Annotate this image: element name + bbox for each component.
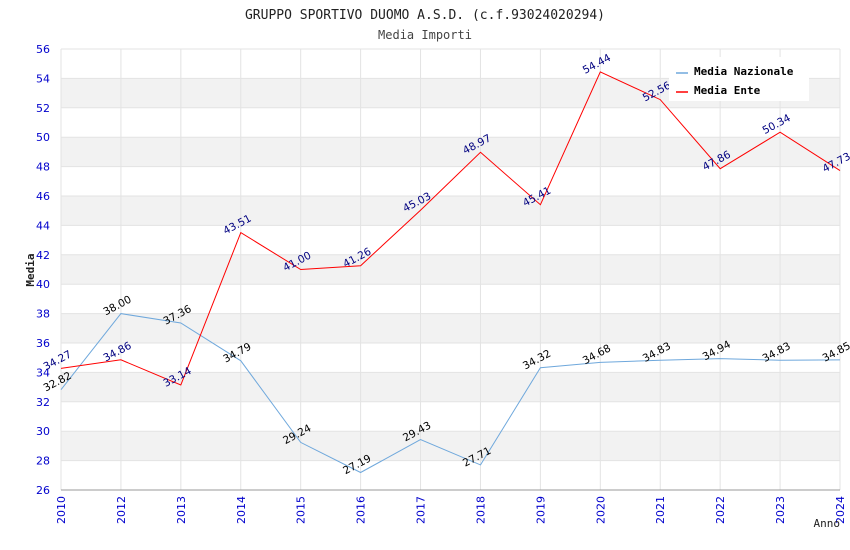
legend-box bbox=[669, 57, 809, 101]
grid-band bbox=[61, 372, 840, 402]
x-tick-label: 2017 bbox=[415, 496, 428, 524]
legend: Media Nazionale Media Ente bbox=[669, 57, 809, 101]
grid-band bbox=[61, 343, 840, 373]
x-tick-label: 2013 bbox=[175, 496, 188, 524]
grid-band bbox=[61, 254, 840, 285]
series-line-media-nazionale bbox=[60, 313, 841, 474]
grid-band bbox=[61, 313, 840, 343]
grid-band bbox=[61, 225, 840, 255]
y-tick-label: 34 bbox=[36, 366, 50, 379]
grid-band bbox=[61, 460, 840, 490]
y-tick-label: 42 bbox=[36, 249, 50, 262]
x-tick-label: 2014 bbox=[235, 496, 248, 524]
y-tick-label: 52 bbox=[36, 102, 50, 115]
y-tick-label: 48 bbox=[36, 161, 50, 174]
x-tick-label: 2023 bbox=[774, 496, 787, 524]
x-tick-label: 2019 bbox=[534, 496, 547, 524]
x-tick-label: 2012 bbox=[115, 496, 128, 524]
x-tick-label: 2022 bbox=[714, 496, 727, 524]
grid-band bbox=[61, 107, 840, 138]
y-tick-label: 30 bbox=[36, 425, 50, 438]
y-tick-label: 50 bbox=[36, 131, 50, 144]
x-tick-label: 2021 bbox=[654, 496, 667, 524]
y-tick-label: 36 bbox=[36, 337, 50, 350]
y-tick-label: 46 bbox=[36, 190, 50, 203]
chart-title: GRUPPO SPORTIVO DUOMO A.S.D. (c.f.930240… bbox=[245, 8, 605, 23]
y-tick-label: 38 bbox=[36, 308, 50, 321]
x-tick-label: 2015 bbox=[295, 496, 308, 524]
x-tick-label: 2020 bbox=[594, 496, 607, 524]
y-axis-label: Media bbox=[24, 253, 37, 286]
y-tick-label: 28 bbox=[36, 455, 50, 468]
grid-band bbox=[61, 196, 840, 226]
legend-label-ente: Media Ente bbox=[694, 84, 761, 97]
y-tick-label: 44 bbox=[36, 219, 50, 232]
x-axis-label: Anno bbox=[814, 517, 841, 530]
y-tick-label: 26 bbox=[36, 484, 50, 497]
y-tick-label: 32 bbox=[36, 396, 50, 409]
y-tick-label: 54 bbox=[36, 72, 50, 85]
grid-band bbox=[61, 401, 840, 432]
x-tick-label: 2024 bbox=[834, 496, 847, 524]
grid-band bbox=[61, 284, 840, 314]
x-axis-ticks: 2010 2012 2013 2014 2015 2016 2017 2018 2019 2020… bbox=[55, 496, 847, 524]
y-axis-ticks: 26 28 30 32 34 36 38 40 42 44 46 48 50 52 54 56 bbox=[36, 43, 50, 497]
y-tick-label: 56 bbox=[36, 43, 50, 56]
series-group bbox=[60, 71, 841, 474]
series-line-media-ente bbox=[60, 71, 841, 386]
x-tick-label: 2016 bbox=[355, 496, 368, 524]
y-tick-label: 40 bbox=[36, 278, 50, 291]
x-tick-label: 2018 bbox=[474, 496, 487, 524]
grid-bands bbox=[61, 49, 840, 490]
legend-label-nazionale: Media Nazionale bbox=[694, 65, 794, 78]
grid-band bbox=[61, 137, 840, 167]
x-tick-label: 2010 bbox=[55, 496, 68, 524]
chart-subtitle: Media Importi bbox=[378, 28, 472, 42]
grid-band bbox=[61, 431, 840, 461]
